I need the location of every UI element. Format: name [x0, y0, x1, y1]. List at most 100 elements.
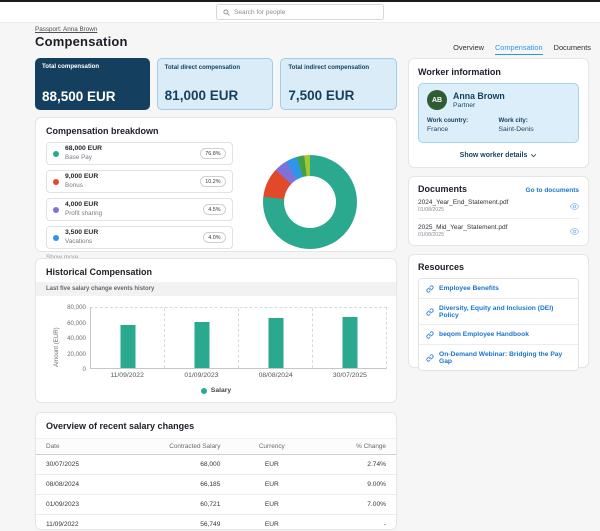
y-tick: 60,000: [67, 319, 86, 327]
legend-label: Profit sharing: [65, 209, 103, 217]
percent-badge: 76.8%: [199, 148, 226, 159]
cell-currency: EUR: [230, 474, 314, 495]
search-input[interactable]: [234, 8, 377, 16]
work-city-field: Work city: Saint-Denis: [499, 116, 571, 135]
plot-area: [90, 307, 387, 369]
legend-dot: [53, 234, 59, 241]
cell-change: 2.74%: [313, 454, 396, 475]
link-icon: [426, 284, 434, 293]
section-title: Worker information: [418, 67, 501, 77]
legend-label: Salary: [210, 387, 232, 394]
page-title: Compensation: [35, 34, 128, 49]
percent-badge: 10.2%: [199, 176, 226, 187]
salary-bar: [268, 318, 283, 368]
chevron-down-icon: [530, 152, 537, 159]
document-row[interactable]: 2024_Year_End_Statement.pdf 01/08/2025: [418, 194, 579, 220]
chart-legend: Salary: [36, 387, 396, 394]
view-document-button[interactable]: [570, 202, 579, 211]
kpi-label: Total indirect compensation: [288, 64, 370, 71]
resource-link-dei-policy[interactable]: Diversity, Equity and Inclusion (DEI) Po…: [419, 299, 578, 325]
cell-currency: EUR: [230, 494, 314, 515]
view-document-button[interactable]: [570, 227, 579, 236]
search-icon: [223, 8, 230, 16]
kpi-value: 81,000 EUR: [164, 88, 239, 103]
link-icon: [426, 307, 434, 316]
show-worker-details-link[interactable]: Show worker details: [418, 152, 579, 159]
table-row: 08/08/2024 66,185 EUR 9.00%: [36, 474, 396, 495]
go-to-documents-link[interactable]: Go to documents: [525, 187, 579, 194]
y-tick: 20,000: [67, 350, 86, 358]
work-city-label: Work city:: [498, 117, 528, 124]
donut-hole: [283, 175, 336, 228]
resource-link-webinar[interactable]: On-Demand Webinar: Bridging the Pay Gap: [419, 345, 578, 370]
breadcrumb[interactable]: Passport: Anna Brown: [35, 26, 98, 33]
tab-overview[interactable]: Overview: [453, 43, 484, 52]
show-more-link[interactable]: Show more: [46, 254, 233, 261]
resource-label: beqom Employee Handbook: [439, 331, 529, 338]
percent-badge: 4.0%: [202, 232, 226, 243]
table-row: 11/09/2022 56,749 EUR -: [36, 514, 396, 529]
tab-documents[interactable]: Documents: [553, 43, 591, 52]
worker-name: Anna Brown: [453, 91, 505, 102]
legend-item-profit-sharing: 4,000 EUR Profit sharing 4.5%: [46, 198, 233, 221]
search-box[interactable]: [216, 4, 384, 20]
resource-list: Employee Benefits Diversity, Equity and …: [418, 278, 579, 371]
cell-salary: 66,185: [126, 474, 231, 495]
legend-dot: [53, 150, 59, 157]
document-name: 2024_Year_End_Statement.pdf: [418, 198, 509, 206]
work-country-value: France: [427, 126, 449, 134]
cell-date: 30/07/2025: [36, 454, 126, 475]
table-row: 01/09/2023 60,721 EUR 7.00%: [36, 494, 396, 515]
document-date: 01/08/2025: [418, 206, 444, 213]
x-tick: 11/09/2022: [110, 372, 144, 379]
work-city-value: Saint-Denis: [498, 126, 534, 134]
cell-currency: EUR: [230, 514, 314, 529]
donut-area: [233, 142, 386, 261]
table-row: 30/07/2025 68,000 EUR 2.74%: [36, 454, 396, 475]
cell-salary: 68,000: [126, 454, 231, 475]
cell-date: 01/09/2023: [36, 494, 126, 515]
legend-item-bonus: 9,000 EUR Bonus 10.2%: [46, 170, 233, 193]
link-icon: [426, 330, 434, 339]
tab-compensation[interactable]: Compensation: [494, 43, 543, 55]
x-tick: 08/08/2024: [258, 372, 293, 379]
cell-salary: 60,721: [126, 494, 231, 515]
worker-summary: AB Anna Brown Partner Work country: Fran…: [418, 83, 579, 144]
section-title: Documents: [418, 184, 468, 194]
document-row[interactable]: 2025_Mid_Year_Statement.pdf 01/08/2025: [418, 219, 579, 243]
cell-change: -: [313, 514, 396, 529]
avatar: AB: [427, 90, 447, 110]
section-title: Resources: [418, 262, 465, 272]
document-name: 2025_Mid_Year_Statement.pdf: [418, 223, 508, 231]
legend-dot: [53, 178, 59, 185]
column-header-date: Date: [36, 438, 126, 455]
window-top-edge: [0, 0, 600, 2]
legend-amount: 4,000 EUR: [65, 201, 99, 209]
work-country-field: Work country: France: [427, 116, 499, 135]
kpi-label: Total direct compensation: [164, 64, 241, 71]
compensation-breakdown-card: Compensation breakdown 68,000 EUR Base P…: [35, 117, 397, 261]
worker-information-card: Worker information AB Anna Brown Partner…: [408, 58, 589, 168]
historical-compensation-card: Historical Compensation Last five salary…: [35, 258, 397, 403]
x-tick: 01/09/2023: [184, 372, 219, 379]
salary-changes-table: Date Contracted Salary Currency % Change…: [36, 438, 396, 529]
eye-icon: [570, 202, 579, 211]
percent-badge: 4.5%: [202, 204, 226, 215]
column-header-currency: Currency: [230, 438, 314, 455]
resource-link-employee-benefits[interactable]: Employee Benefits: [419, 279, 578, 299]
salary-bar-chart: Amount (EUR) 80,000 60,000 40,000 20,000…: [36, 299, 396, 402]
cell-change: 9.00%: [313, 474, 396, 495]
salary-bar: [120, 325, 135, 368]
kpi-total-compensation: Total compensation 88,500 EUR: [35, 58, 150, 110]
legend-amount: 9,000 EUR: [65, 173, 99, 181]
kpi-label: Total compensation: [42, 63, 100, 70]
cell-change: 7.00%: [313, 494, 396, 515]
compensation-donut: [262, 154, 357, 249]
section-title: Overview of recent salary changes: [46, 421, 195, 431]
chart-subtitle: Last five salary change events history: [36, 282, 396, 296]
resource-link-employee-handbook[interactable]: beqom Employee Handbook: [419, 325, 578, 345]
resource-label: On-Demand Webinar: Bridging the Pay Gap: [439, 350, 563, 365]
legend-label: Vacations: [65, 237, 93, 245]
tab-bar: Overview Compensation Documents: [453, 43, 591, 55]
y-tick: 40,000: [67, 335, 86, 342]
